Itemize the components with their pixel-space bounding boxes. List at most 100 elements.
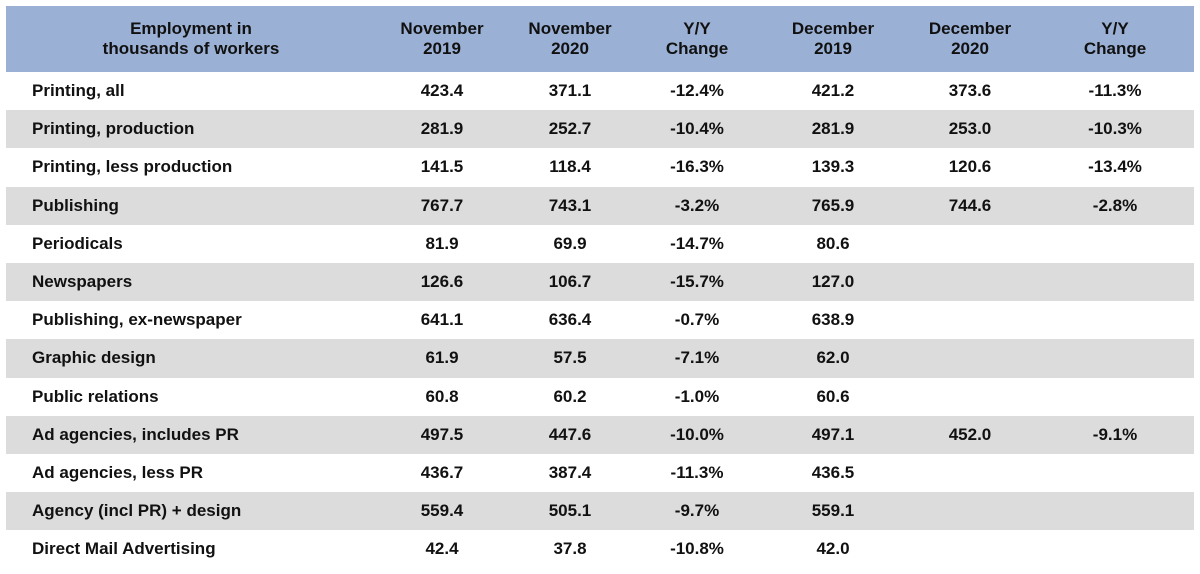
cell-nov-yoy-change: -7.1% bbox=[674, 348, 720, 368]
table-row: Public relations 60.8 60.2 -1.0% 60.6 bbox=[6, 377, 1194, 416]
cell-dec-2019: 127.0 bbox=[811, 272, 855, 292]
header-nov-2020-line1: November bbox=[528, 19, 612, 38]
header-nov-2020: November 2020 bbox=[508, 6, 632, 72]
cell-dec-yoy-change bbox=[1036, 263, 1194, 301]
cell-nov-yoy-change: -10.4% bbox=[670, 119, 724, 139]
cell-nov-2020: 106.7 bbox=[548, 272, 592, 292]
cell-dec-2020 bbox=[904, 263, 1036, 301]
cell-nov-2019: 641.1 bbox=[420, 310, 464, 330]
header-label-line1: Employment in bbox=[130, 19, 252, 38]
cell-nov-2020: 69.9 bbox=[553, 233, 587, 253]
cell-nov-2019: 559.4 bbox=[420, 501, 464, 521]
cell-dec-2019: 281.9 bbox=[811, 119, 855, 139]
table-row: Ad agencies, includes PR 497.5 447.6 -10.0%… bbox=[6, 415, 1194, 454]
cell-nov-2020: 743.1 bbox=[548, 195, 592, 215]
header-label-line2: thousands of workers bbox=[102, 39, 280, 58]
cell-nov-2020: 60.2 bbox=[553, 386, 587, 406]
header-dec-2020-line2: 2020 bbox=[951, 39, 989, 58]
cell-dec-2020 bbox=[904, 530, 1036, 568]
header-nov-yoy-change: Y/Y Change bbox=[632, 6, 762, 72]
cell-nov-2020: 371.1 bbox=[548, 81, 592, 101]
cell-dec-2020 bbox=[904, 301, 1036, 339]
cell-nov-yoy-change: -14.7% bbox=[670, 233, 724, 253]
cell-nov-2019: 423.4 bbox=[420, 81, 464, 101]
cell-nov-2020: 57.5 bbox=[553, 348, 587, 368]
cell-nov-2019: 767.7 bbox=[420, 195, 464, 215]
table-row: Ad agencies, less PR 436.7 387.4 -11.3% 436.… bbox=[6, 453, 1194, 493]
cell-nov-yoy-change: -1.0% bbox=[674, 386, 720, 406]
row-label: Newspapers bbox=[32, 272, 133, 292]
cell-nov-2019: 497.5 bbox=[420, 424, 464, 444]
cell-dec-2020 bbox=[904, 454, 1036, 492]
table-row: Printing, less production 141.5 118.4 -16.3… bbox=[6, 148, 1194, 187]
row-label: Ad agencies, includes PR bbox=[32, 424, 239, 444]
header-dec-2020: December 2020 bbox=[904, 6, 1036, 72]
cell-nov-2020: 252.7 bbox=[548, 119, 592, 139]
header-nov-2019: November 2019 bbox=[376, 6, 508, 72]
cell-nov-2020: 37.8 bbox=[553, 539, 587, 559]
table-header: Employment in thousands of workers Novem… bbox=[6, 6, 1194, 72]
cell-dec-2019: 421.2 bbox=[811, 81, 855, 101]
cell-nov-yoy-change: -3.2% bbox=[674, 195, 720, 215]
cell-nov-yoy-change: -12.4% bbox=[670, 81, 724, 101]
row-label: Graphic design bbox=[32, 348, 156, 368]
cell-nov-2019: 141.5 bbox=[420, 157, 464, 177]
cell-nov-yoy-change: -0.7% bbox=[674, 310, 720, 330]
table-row: Periodicals 81.9 69.9 -14.7% 80.6 bbox=[6, 224, 1194, 263]
header-nov-2019-line2: 2019 bbox=[423, 39, 461, 58]
cell-nov-2019: 61.9 bbox=[425, 348, 459, 368]
cell-dec-yoy-change bbox=[1036, 339, 1194, 377]
cell-dec-2019: 42.0 bbox=[816, 539, 850, 559]
employment-table: Employment in thousands of workers Novem… bbox=[6, 6, 1194, 569]
cell-dec-2019: 60.6 bbox=[816, 386, 850, 406]
cell-dec-2020: 452.0 bbox=[948, 424, 992, 444]
cell-dec-yoy-change bbox=[1036, 301, 1194, 339]
cell-dec-yoy-change: -10.3% bbox=[1088, 119, 1142, 139]
header-nov-2020-line2: 2020 bbox=[551, 39, 589, 58]
cell-dec-2020 bbox=[904, 339, 1036, 377]
cell-nov-yoy-change: -15.7% bbox=[670, 272, 724, 292]
cell-dec-2019: 638.9 bbox=[811, 310, 855, 330]
cell-dec-yoy-change: -11.3% bbox=[1088, 81, 1142, 101]
cell-dec-yoy-change bbox=[1036, 378, 1194, 416]
cell-dec-2019: 80.6 bbox=[816, 233, 850, 253]
header-dec-yoy-line2: Change bbox=[1083, 39, 1147, 58]
cell-nov-2020: 118.4 bbox=[549, 157, 591, 177]
cell-dec-yoy-change bbox=[1036, 454, 1194, 492]
header-dec-2019-line2: 2019 bbox=[814, 39, 852, 58]
cell-dec-2020 bbox=[904, 378, 1036, 416]
cell-nov-2019: 126.6 bbox=[420, 272, 464, 292]
row-label: Printing, all bbox=[32, 81, 125, 101]
cell-dec-2020: 373.6 bbox=[948, 81, 992, 101]
table-row: Printing, all 423.4 371.1 -12.4% 421.2 373.6 -… bbox=[6, 72, 1194, 111]
header-nov-yoy-line2: Change bbox=[665, 39, 729, 58]
cell-nov-yoy-change: -9.7% bbox=[674, 501, 720, 521]
cell-dec-2020: 253.0 bbox=[948, 119, 992, 139]
cell-dec-2020 bbox=[904, 225, 1036, 263]
table-row: Publishing, ex-newspaper 641.1 636.4 -0.7% 6… bbox=[6, 301, 1194, 340]
header-row: Employment in thousands of workers Novem… bbox=[6, 6, 1194, 72]
cell-dec-yoy-change bbox=[1036, 225, 1194, 263]
cell-nov-2020: 447.6 bbox=[548, 424, 592, 444]
row-label: Publishing bbox=[32, 195, 119, 215]
header-dec-2020-line1: December bbox=[928, 19, 1012, 38]
row-label: Publishing, ex-newspaper bbox=[32, 310, 242, 330]
cell-dec-yoy-change: -2.8% bbox=[1092, 195, 1138, 215]
row-label: Printing, production bbox=[32, 119, 195, 139]
cell-nov-2020: 387.4 bbox=[548, 462, 592, 482]
cell-nov-2019: 81.9 bbox=[425, 233, 459, 253]
cell-dec-2020: 744.6 bbox=[948, 195, 992, 215]
header-nov-2019-line1: November bbox=[400, 19, 484, 38]
cell-nov-2019: 436.7 bbox=[420, 462, 464, 482]
cell-nov-2019: 60.8 bbox=[425, 386, 459, 406]
cell-nov-2019: 281.9 bbox=[420, 119, 464, 139]
table-row: Direct Mail Advertising 42.4 37.8 -10.8% 42.… bbox=[6, 530, 1194, 569]
cell-dec-2019: 765.9 bbox=[811, 195, 855, 215]
cell-nov-yoy-change: -16.3% bbox=[670, 157, 724, 177]
header-dec-yoy-change: Y/Y Change bbox=[1036, 6, 1194, 72]
cell-nov-yoy-change: -11.3% bbox=[670, 462, 724, 482]
table-row: Graphic design 61.9 57.5 -7.1% 62.0 bbox=[6, 339, 1194, 378]
cell-nov-2020: 636.4 bbox=[548, 310, 592, 330]
cell-dec-2019: 559.1 bbox=[811, 501, 855, 521]
